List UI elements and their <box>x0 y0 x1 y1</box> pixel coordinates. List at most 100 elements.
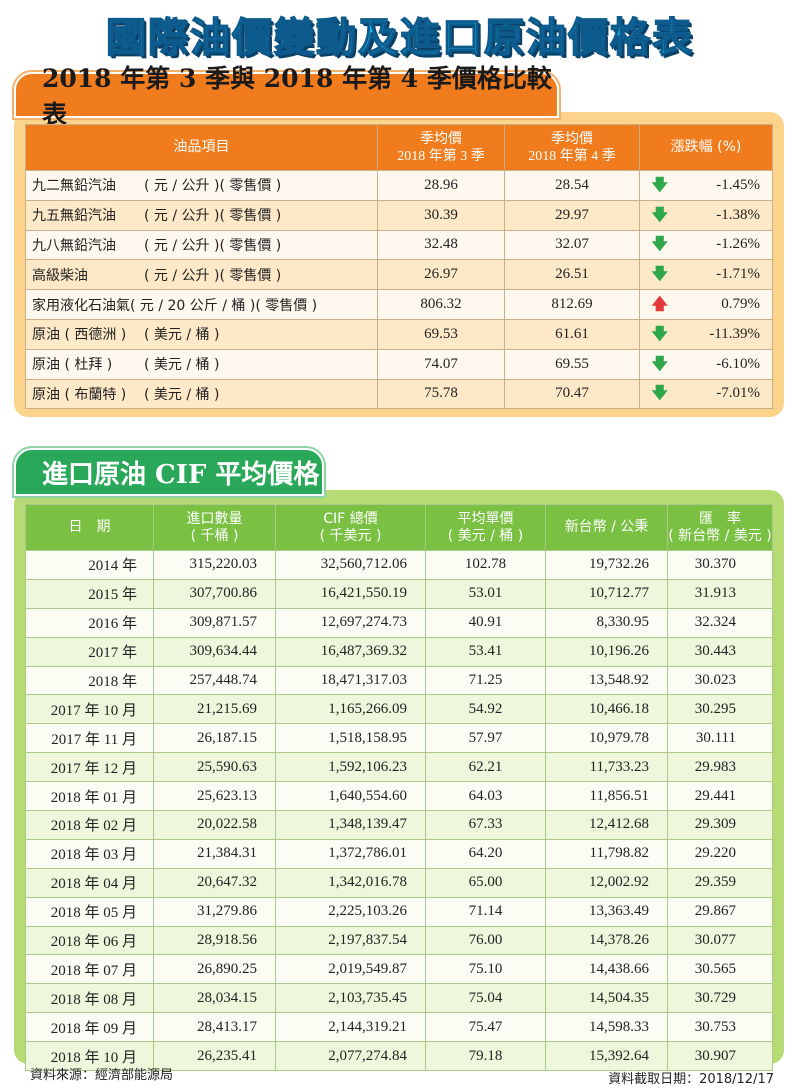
cif-row: 2017 年 309,634.44 16,487,369.32 53.41 10,196… <box>25 636 773 667</box>
cif-row: 2017 年 10 月 21,215.69 1,165,266.09 54.92 10,… <box>25 694 773 725</box>
change-arrow-cell: 🡇 <box>639 199 680 231</box>
unit-price-cell: 71.14 <box>425 896 546 927</box>
twd-cell: 14,598.33 <box>545 1012 668 1043</box>
change-arrow-cell: 🡇 <box>639 229 680 261</box>
unit-price-cell: 67.33 <box>425 810 546 840</box>
qty-cell: 21,384.31 <box>153 838 276 869</box>
header-q3: 季均價 2018 年第 3 季 <box>377 124 505 171</box>
cif-cell: 16,487,369.32 <box>275 636 426 667</box>
cif-cell: 2,225,103.26 <box>275 896 426 927</box>
item-cell: 家用液化石油氣( 元 / 20 公斤 / 桶 )( 零售價 ) <box>25 289 378 320</box>
q4-price: 32.07 <box>504 229 640 261</box>
cif-cell: 32,560,712.06 <box>275 550 426 580</box>
item-cell: 九八無鉛汽油 ( 元 / 公升 )( 零售價 ) <box>25 229 378 261</box>
cif-cell: 1,372,786.01 <box>275 838 426 869</box>
item-name: 原油 ( 杜拜 ) <box>32 357 113 374</box>
rate-cell: 29.359 <box>667 867 773 898</box>
unit-price-cell: 53.41 <box>425 636 546 667</box>
header-unit-price: 平均單價 ( 美元 / 桶 ) <box>425 504 546 551</box>
down-arrow-icon: 🡇 <box>651 204 668 224</box>
cif-cell: 1,342,016.78 <box>275 867 426 898</box>
date-cell: 2018 年 02 月 <box>25 810 154 840</box>
down-arrow-icon: 🡇 <box>651 264 668 284</box>
down-arrow-icon: 🡇 <box>651 234 668 254</box>
header-unit-line1: 平均單價 <box>457 510 514 527</box>
cif-cell: 1,592,106.23 <box>275 752 426 783</box>
unit-price-cell: 53.01 <box>425 578 546 609</box>
cif-row: 2018 年 07 月 26,890.25 2,019,549.87 75.10 14,… <box>25 954 773 985</box>
unit-price-cell: 75.10 <box>425 954 546 985</box>
twd-cell: 13,363.49 <box>545 896 668 927</box>
header-q4-line2: 2018 年第 4 季 <box>528 148 616 164</box>
qty-cell: 257,448.74 <box>153 665 276 696</box>
header-q4: 季均價 2018 年第 4 季 <box>504 124 640 171</box>
down-arrow-icon: 🡇 <box>651 383 668 403</box>
change-percent: -1.45% <box>679 170 773 201</box>
cif-price-title: 進口原油 CIF 平均價格 <box>42 459 320 490</box>
qty-cell: 25,590.63 <box>153 752 276 783</box>
header-cif: CIF 總價 ( 千美元 ) <box>275 504 426 551</box>
q4-price: 26.51 <box>504 259 640 291</box>
cif-cell: 1,640,554.60 <box>275 781 426 812</box>
price-row: 九二無鉛汽油 ( 元 / 公升 )( 零售價 ) 28.96 28.54 🡇 -1.45% <box>25 170 773 201</box>
date-cell: 2016 年 <box>25 607 154 638</box>
unit-price-cell: 75.04 <box>425 983 546 1014</box>
main-title: 國際油價變動及進口原油價格表 <box>0 4 800 64</box>
cif-row: 2018 年 01 月 25,623.13 1,640,554.60 64.03 11,… <box>25 781 773 812</box>
date-cell: 2018 年 07 月 <box>25 954 154 985</box>
twd-cell: 14,378.26 <box>545 925 668 956</box>
date-cell: 2018 年 08 月 <box>25 983 154 1014</box>
qty-cell: 26,187.15 <box>153 723 276 754</box>
item-name: 家用液化石油氣 <box>32 297 130 314</box>
qty-cell: 28,413.17 <box>153 1012 276 1043</box>
twd-cell: 8,330.95 <box>545 607 668 638</box>
header-q3-line2: 2018 年第 3 季 <box>397 148 485 164</box>
header-date: 日 期 <box>25 504 154 551</box>
cif-cell: 16,421,550.19 <box>275 578 426 609</box>
rate-cell: 29.983 <box>667 752 773 783</box>
cif-row: 2017 年 12 月 25,590.63 1,592,106.23 62.21 11,… <box>25 752 773 783</box>
twd-cell: 10,196.26 <box>545 636 668 667</box>
header-twd: 新台幣 / 公秉 <box>545 504 668 551</box>
item-unit: ( 美元 / 桶 ) <box>144 386 220 403</box>
item-unit: ( 元 / 公升 )( 零售價 ) <box>144 237 282 254</box>
down-arrow-icon: 🡇 <box>651 353 668 373</box>
twd-cell: 10,466.18 <box>545 694 668 725</box>
twd-cell: 13,548.92 <box>545 665 668 696</box>
qty-cell: 31,279.86 <box>153 896 276 927</box>
rate-cell: 29.867 <box>667 896 773 927</box>
rate-cell: 31.913 <box>667 578 773 609</box>
rate-cell: 30.111 <box>667 723 773 754</box>
down-arrow-icon: 🡇 <box>651 174 668 194</box>
unit-price-cell: 64.03 <box>425 781 546 812</box>
unit-price-cell: 75.47 <box>425 1012 546 1043</box>
item-unit: ( 美元 / 桶 ) <box>144 327 220 344</box>
header-rate-line1: 匯 率 <box>699 510 741 527</box>
twd-cell: 10,979.78 <box>545 723 668 754</box>
twd-cell: 12,412.68 <box>545 810 668 840</box>
date-cell: 2017 年 12 月 <box>25 752 154 783</box>
header-qty-line1: 進口數量 <box>186 510 243 527</box>
item-cell: 九五無鉛汽油 ( 元 / 公升 )( 零售價 ) <box>25 199 378 231</box>
rate-cell: 30.295 <box>667 694 773 725</box>
cif-row: 2017 年 11 月 26,187.15 1,518,158.95 57.97 10,… <box>25 723 773 754</box>
date-cell: 2018 年 03 月 <box>25 838 154 869</box>
price-row: 原油 ( 杜拜 ) ( 美元 / 桶 ) 74.07 69.55 🡇 -6.10% <box>25 348 773 380</box>
change-percent: -7.01% <box>679 378 773 410</box>
twd-cell: 15,392.64 <box>545 1041 668 1072</box>
cif-price-tab: 進口原油 CIF 平均價格 <box>14 448 324 496</box>
unit-price-cell: 79.18 <box>425 1041 546 1072</box>
price-row: 九八無鉛汽油 ( 元 / 公升 )( 零售價 ) 32.48 32.07 🡇 -1.26% <box>25 229 773 261</box>
item-unit: ( 元 / 公升 )( 零售價 ) <box>144 208 282 225</box>
twd-cell: 10,712.77 <box>545 578 668 609</box>
q4-price: 61.61 <box>504 318 640 350</box>
qty-cell: 20,647.32 <box>153 867 276 898</box>
change-arrow-cell: 🡇 <box>639 378 680 410</box>
cif-cell: 2,019,549.87 <box>275 954 426 985</box>
item-unit: ( 元 / 公升 )( 零售價 ) <box>144 267 282 284</box>
date-cell: 2017 年 10 月 <box>25 694 154 725</box>
price-comparison-table: 油品項目 季均價 2018 年第 3 季 季均價 2018 年第 4 季 漲跌幅… <box>25 124 773 410</box>
cif-cell: 12,697,274.73 <box>275 607 426 638</box>
cif-cell: 2,077,274.84 <box>275 1041 426 1072</box>
unit-price-cell: 40.91 <box>425 607 546 638</box>
